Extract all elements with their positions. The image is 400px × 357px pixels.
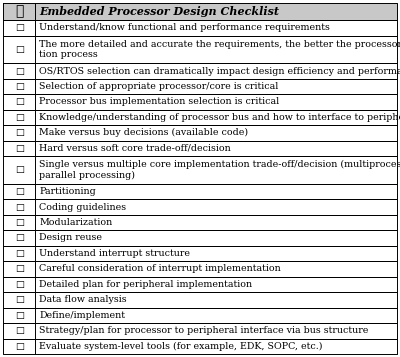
Bar: [3, 20, 397, 36]
Text: □: □: [15, 82, 24, 91]
Bar: [3, 110, 397, 125]
Text: Single versus multiple core implementation trade-off/decision (multiprocessing/
: Single versus multiple core implementati…: [39, 160, 400, 180]
Text: □: □: [15, 326, 24, 335]
Text: Strategy/plan for processor to peripheral interface via bus structure: Strategy/plan for processor to periphera…: [39, 326, 369, 335]
Text: □: □: [15, 144, 24, 153]
Bar: [3, 79, 397, 94]
Bar: [3, 156, 397, 184]
Bar: [3, 184, 397, 199]
Text: Design reuse: Design reuse: [39, 233, 102, 242]
Text: □: □: [15, 265, 24, 273]
Text: □: □: [15, 280, 24, 289]
Text: □: □: [15, 342, 24, 351]
Text: The more detailed and accurate the requirements, the better the processor selec-: The more detailed and accurate the requi…: [39, 40, 400, 59]
Text: Understand interrupt structure: Understand interrupt structure: [39, 249, 190, 258]
Bar: [3, 292, 397, 308]
Text: Knowledge/understanding of processor bus and how to interface to peripherals/IP: Knowledge/understanding of processor bus…: [39, 113, 400, 122]
Text: Define/implement: Define/implement: [39, 311, 125, 320]
Bar: [3, 36, 397, 63]
Bar: [3, 94, 397, 110]
Text: Selection of appropriate processor/core is critical: Selection of appropriate processor/core …: [39, 82, 279, 91]
Bar: [3, 141, 397, 156]
Text: ✓: ✓: [15, 5, 23, 19]
Text: □: □: [15, 129, 24, 137]
Text: □: □: [15, 295, 24, 305]
Bar: [3, 230, 397, 246]
Bar: [3, 308, 397, 323]
Text: □: □: [15, 113, 24, 122]
Text: Partitioning: Partitioning: [39, 187, 96, 196]
Bar: [3, 246, 397, 261]
Bar: [3, 3, 397, 20]
Text: □: □: [15, 218, 24, 227]
Text: □: □: [15, 202, 24, 212]
Bar: [3, 125, 397, 141]
Text: Careful consideration of interrupt implementation: Careful consideration of interrupt imple…: [39, 265, 281, 273]
Text: Hard versus soft core trade-off/decision: Hard versus soft core trade-off/decision: [39, 144, 231, 153]
Text: □: □: [15, 45, 24, 54]
Bar: [3, 215, 397, 230]
Bar: [3, 323, 397, 338]
Text: Evaluate system-level tools (for example, EDK, SOPC, etc.): Evaluate system-level tools (for example…: [39, 342, 323, 351]
Bar: [3, 199, 397, 215]
Text: □: □: [15, 249, 24, 258]
Text: Make versus buy decisions (available code): Make versus buy decisions (available cod…: [39, 128, 248, 137]
Text: □: □: [15, 233, 24, 242]
Text: OS/RTOS selection can dramatically impact design efficiency and performance: OS/RTOS selection can dramatically impac…: [39, 66, 400, 76]
Text: □: □: [15, 97, 24, 106]
Text: □: □: [15, 165, 24, 175]
Bar: [3, 338, 397, 354]
Text: Coding guidelines: Coding guidelines: [39, 202, 126, 212]
Text: Understand/know functional and performance requirements: Understand/know functional and performan…: [39, 23, 330, 32]
Bar: [3, 63, 397, 79]
Bar: [3, 261, 397, 277]
Text: □: □: [15, 187, 24, 196]
Text: Detailed plan for peripheral implementation: Detailed plan for peripheral implementat…: [39, 280, 252, 289]
Bar: [3, 277, 397, 292]
Text: Modularization: Modularization: [39, 218, 112, 227]
Text: □: □: [15, 311, 24, 320]
Text: Data flow analysis: Data flow analysis: [39, 295, 127, 305]
Text: □: □: [15, 66, 24, 76]
Text: Processor bus implementation selection is critical: Processor bus implementation selection i…: [39, 97, 280, 106]
Text: Embedded Processor Design Checklist: Embedded Processor Design Checklist: [39, 6, 279, 17]
Text: □: □: [15, 23, 24, 32]
